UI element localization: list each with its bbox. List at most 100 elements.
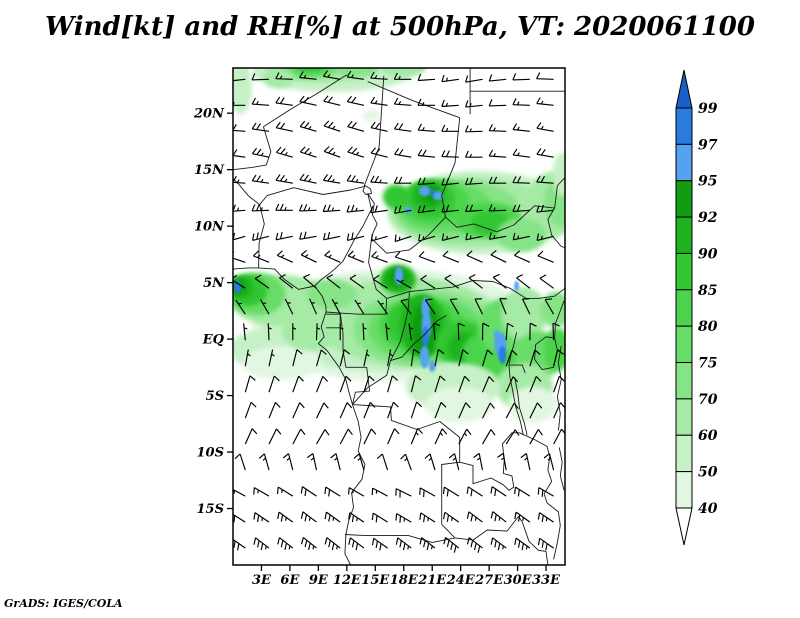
border-line [314,193,372,287]
lon-tick-label: 3E [252,573,272,588]
wind-barb [315,376,329,393]
wind-barb [233,78,246,82]
wind-barb [233,204,246,212]
border-line [339,313,371,405]
wind-barb [370,147,388,158]
wind-barb [410,401,423,419]
wind-barb [267,323,272,341]
rh-shade-blob [242,345,323,380]
wind-barb [552,322,560,341]
wind-barb [529,349,541,367]
colorbar-segment [675,216,693,254]
wind-barb [490,537,507,551]
rh-shade-blob [429,189,436,196]
border-line [514,377,528,436]
wind-barb [417,98,435,106]
wind-barb [394,148,412,158]
wind-barb [292,402,305,419]
border-line [390,315,447,362]
border-line [362,185,372,195]
lat-tick-label: EQ [202,333,225,348]
wind-barb [434,375,446,393]
wind-barb [387,428,400,445]
wind-barb [346,70,364,80]
wind-barb [252,250,270,263]
wind-barb [396,279,412,289]
wind-barb [514,537,531,551]
lat-tick-label: 10N [194,220,225,235]
wind-barb [233,175,246,184]
border-line [445,205,555,233]
wind-barb [520,453,531,471]
rh-shade-blob [418,186,431,197]
wind-barb [512,148,530,158]
wind-barb [292,428,306,445]
colorbar-segment [675,471,693,509]
wind-barb [464,204,483,213]
wind-barb [394,205,412,214]
wind-barb [276,486,294,497]
border-line [554,177,565,209]
wind-barb [529,376,542,393]
wind-barb [521,298,531,315]
wind-barb [466,537,483,553]
rh-shade-blob [540,291,565,328]
colorbar-label: 75 [698,356,717,372]
wind-barb [512,232,531,241]
wind-barb [488,204,507,212]
colorbar-segment [675,180,693,218]
rh-shade-blob [381,68,427,78]
wind-barb [400,298,412,315]
wind-barb [279,274,294,289]
lon-tick-label: 21E [417,573,447,588]
colorbar-segment [675,434,693,473]
wind-barb [434,349,445,367]
wind-barb [363,402,376,419]
rh-shade-blob [493,330,500,340]
wind-barb [393,72,412,80]
wind-barb [387,401,399,419]
wind-barb [339,402,353,419]
wind-barb [244,375,256,393]
wind-barb [419,512,436,523]
wind-barb [553,375,565,393]
wind-barb [252,232,270,241]
wind-barb [419,487,436,498]
wind-barb [444,274,460,289]
wind-barb [347,146,365,158]
rh-shade-blob [295,68,327,73]
wind-barb [394,122,412,132]
wind-barb [488,232,507,240]
wind-barb [276,250,294,263]
wind-barb [395,537,412,551]
rh-shade-blob [331,68,378,76]
wind-barb [370,205,388,214]
wind-barb [292,323,297,341]
axes-layer: 3E 6E 9E 12E 15E 18E 21E 24E 27E 30E 33E 20N 15N 10N 5… [193,107,561,588]
wind-barb [464,150,483,158]
lat-tick-label: 10S [197,446,224,461]
wind-barbs-layer [233,70,565,553]
rh-shade-blob [424,386,493,423]
wind-barb [260,299,270,315]
wind-barb [370,175,388,184]
border-line [352,404,440,430]
wind-barb [434,428,448,445]
colorbar-segment [675,289,693,327]
wind-barb [536,175,554,184]
colorbar-segment [675,398,693,436]
wind-barb [300,486,317,497]
wind-barb [326,274,341,289]
wind-barb [322,174,341,184]
wind-barb [282,453,294,471]
border-line [509,377,524,436]
wind-barb [339,428,353,445]
wind-barb [505,402,519,419]
border-line [386,279,565,299]
border-line [546,502,561,560]
wind-barb [466,250,483,263]
wind-barb [299,146,317,158]
border-line [326,313,341,329]
wind-barb [441,233,459,241]
lon-tick-label: 18E [390,573,419,588]
